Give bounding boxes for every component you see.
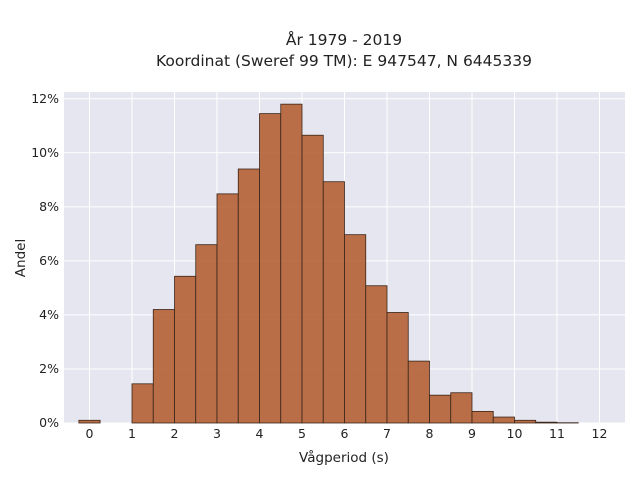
histogram-bar [429,394,452,424]
x-tick-label: 5 [298,426,306,441]
histogram-bar [280,103,303,424]
histogram-bar [259,113,282,424]
y-tick-label: 8% [39,199,59,214]
histogram-bar [195,244,218,424]
histogram-bar [174,275,197,424]
y-tick-label: 12% [31,91,59,106]
x-axis-ticks: 0 1 2 3 4 5 6 7 8 9 10 11 12 [86,426,608,441]
y-tick-label: 4% [39,307,59,322]
histogram-bar [78,419,101,424]
y-tick-label: 2% [39,361,59,376]
histogram-bar [216,193,239,424]
histogram-bar [407,360,430,424]
histogram-bar [386,312,409,424]
x-tick-label: 12 [592,426,608,441]
x-tick-label: 2 [171,426,179,441]
x-tick-label: 4 [256,426,264,441]
x-tick-label: 6 [341,426,349,441]
x-tick-label: 3 [213,426,221,441]
x-tick-label: 10 [507,426,523,441]
histogram-bars [78,103,579,424]
x-tick-label: 11 [549,426,565,441]
histogram-bar [492,416,515,424]
x-tick-label: 9 [468,426,476,441]
histogram-bar [237,168,260,424]
histogram-bar [450,392,473,424]
x-tick-label: 8 [426,426,434,441]
histogram-bar [471,410,494,424]
histogram-bar [365,285,388,424]
y-axis-ticks: 0% 2% 4% 6% 8% 10% 12% [31,91,59,430]
y-tick-label: 10% [31,145,59,160]
histogram-bar [301,134,324,424]
histogram-bar [344,234,367,424]
x-tick-label: 0 [86,426,94,441]
x-axis-title: Vågperiod (s) [299,449,389,466]
chart-title-line1: År 1979 - 2019 [286,30,402,49]
chart-title-line2: Koordinat (Sweref 99 TM): E 947547, N 64… [156,52,532,70]
x-tick-label: 7 [383,426,391,441]
histogram-bar [152,309,175,424]
histogram-bar [514,419,537,424]
histogram-bar [535,421,558,424]
histogram-bar [131,383,154,424]
y-axis-title: Andel [13,239,29,277]
y-tick-label: 6% [39,253,59,268]
x-tick-label: 1 [128,426,136,441]
histogram-bar [322,181,345,424]
y-tick-label: 0% [39,415,59,430]
